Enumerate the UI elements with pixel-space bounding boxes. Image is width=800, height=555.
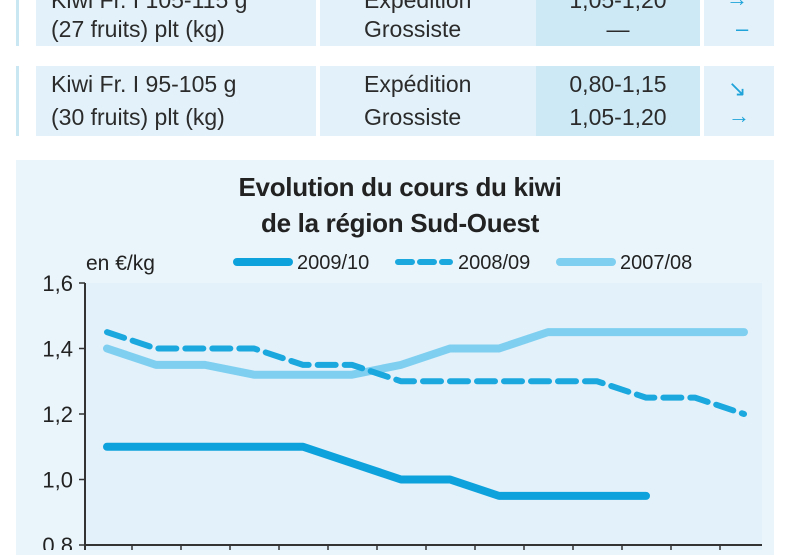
legend-item: 2007/08 (560, 252, 692, 274)
y-tick-label: 1,6 (42, 271, 73, 296)
plot-area (85, 283, 762, 550)
legend-label: 2009/10 (297, 252, 369, 274)
y-tick-label: 1,0 (42, 468, 73, 493)
legend-label: 2008/09 (458, 252, 530, 274)
legend-item: 2008/09 (398, 252, 530, 274)
legend-item: 2009/10 (237, 252, 369, 274)
y-axis: 1,6 1,4 1,2 1,0 0,8 (42, 271, 85, 550)
legend-label: 2007/08 (620, 252, 692, 274)
y-tick-label: 1,4 (42, 337, 73, 362)
legend: 2009/10 2008/09 2007/08 (237, 252, 692, 274)
y-tick-label: 1,2 (42, 402, 73, 427)
y-unit-label: en €/kg (86, 252, 155, 275)
y-tick-label: 0,8 (42, 533, 73, 550)
